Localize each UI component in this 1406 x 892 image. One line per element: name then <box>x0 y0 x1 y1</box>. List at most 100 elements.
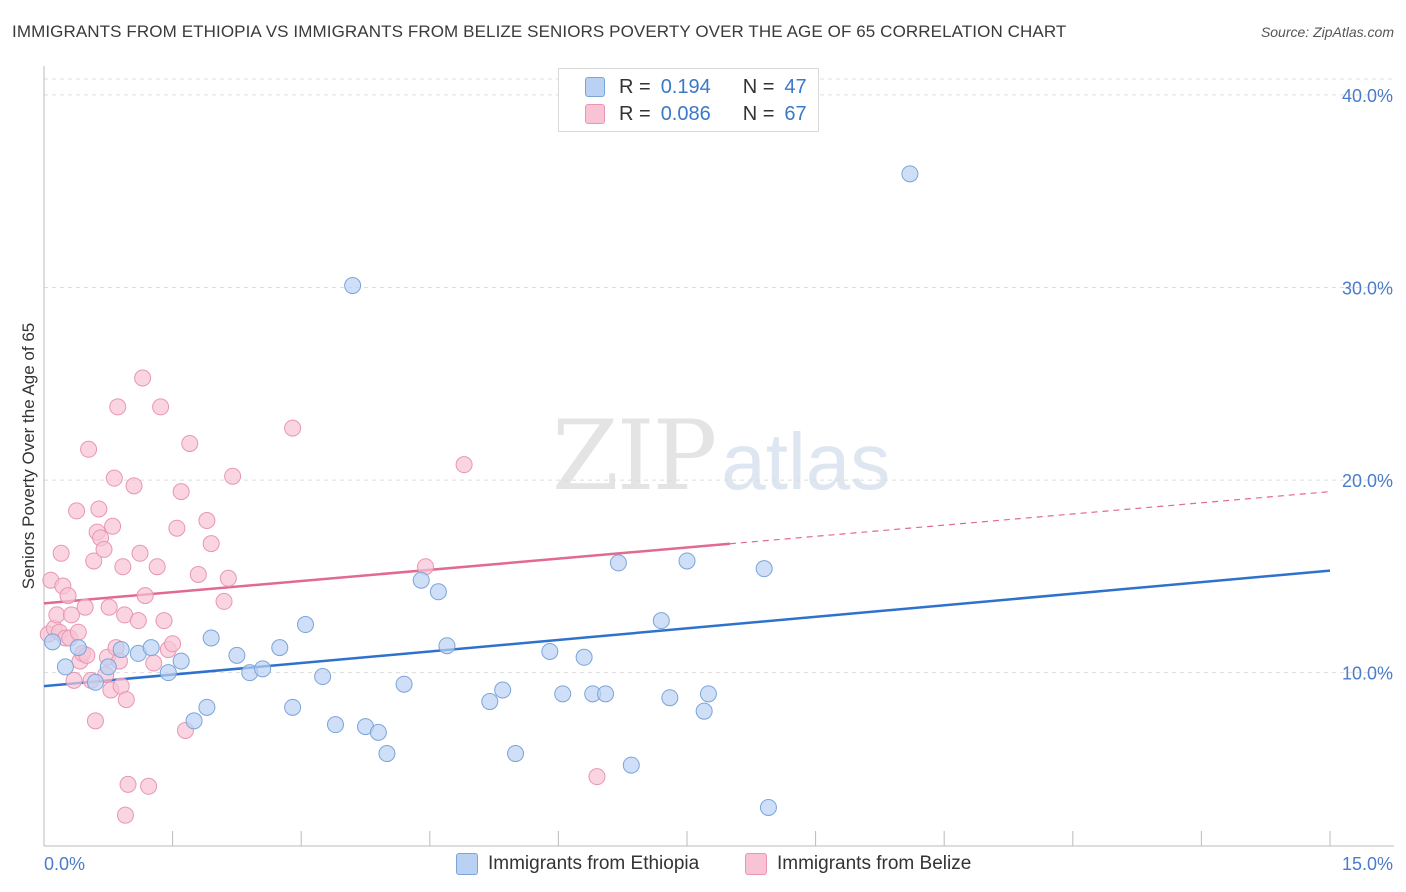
point-belize <box>588 768 606 786</box>
point-ethiopia <box>369 723 387 741</box>
point-ethiopia <box>326 716 344 734</box>
legend-n-value: 67 <box>784 102 807 125</box>
point-ethiopia <box>284 698 302 716</box>
point-belize <box>215 592 233 610</box>
point-belize <box>189 565 207 583</box>
point-belize <box>164 635 182 653</box>
point-ethiopia <box>142 639 160 657</box>
point-ethiopia <box>185 712 203 730</box>
source-label: Source: ZipAtlas.com <box>1260 24 1394 40</box>
legend-r-value: 0.194 <box>660 75 711 98</box>
point-belize <box>69 623 87 641</box>
bottom-legend-ethiopia: Immigrants from Ethiopia <box>456 852 699 876</box>
point-belize <box>202 535 220 553</box>
point-ethiopia <box>609 554 627 572</box>
y-tick-label: 10.0% <box>1342 664 1393 684</box>
bottom-legend-label-ethiopia: Immigrants from Ethiopia <box>488 853 700 874</box>
point-belize <box>198 512 216 530</box>
point-ethiopia <box>56 658 74 676</box>
bottom-legend-swatch-belize <box>745 853 767 875</box>
bottom-legend-swatch-ethiopia <box>456 853 478 875</box>
point-ethiopia <box>172 652 190 670</box>
point-ethiopia <box>99 658 117 676</box>
point-belize <box>117 691 135 709</box>
legend-swatch-ethiopia <box>585 77 605 97</box>
point-ethiopia <box>695 702 713 720</box>
point-ethiopia <box>159 664 177 682</box>
point-belize <box>119 775 137 793</box>
point-ethiopia <box>901 165 919 183</box>
point-belize <box>59 587 77 605</box>
point-belize <box>65 671 83 689</box>
data-points <box>39 165 919 824</box>
point-belize <box>224 467 242 485</box>
point-ethiopia <box>314 668 332 686</box>
legend-r-value: 0.086 <box>660 102 711 125</box>
point-belize <box>104 517 122 535</box>
point-belize <box>129 612 147 630</box>
point-ethiopia <box>678 552 696 570</box>
legend-row-belize: R = 0.086 N = 67 <box>585 101 807 127</box>
trend-line-belize-extension <box>729 491 1331 545</box>
legend-swatch-belize <box>585 104 605 124</box>
point-ethiopia <box>44 633 62 651</box>
point-belize <box>148 558 166 576</box>
point-ethiopia <box>661 689 679 707</box>
y-tick-label: 40.0% <box>1342 86 1393 106</box>
point-belize <box>48 606 66 624</box>
point-belize <box>168 519 186 537</box>
point-ethiopia <box>541 642 559 660</box>
point-ethiopia <box>494 681 512 699</box>
bottom-legend-belize: Immigrants from Belize <box>745 852 971 876</box>
point-belize <box>76 598 94 616</box>
point-ethiopia <box>271 639 289 657</box>
y-axis-title: Seniors Poverty Over the Age of 65 <box>19 323 38 589</box>
point-ethiopia <box>699 685 717 703</box>
point-belize <box>284 419 302 437</box>
point-ethiopia <box>112 641 130 659</box>
point-ethiopia <box>554 685 572 703</box>
legend-n-label: N = <box>742 102 775 125</box>
point-ethiopia <box>759 798 777 816</box>
legend-n-value: 47 <box>784 75 807 98</box>
watermark-atlas: atlas <box>721 417 891 506</box>
point-belize <box>155 612 173 630</box>
watermark-zip: ZIP <box>552 400 717 512</box>
legend-n-label: N = <box>742 75 775 98</box>
point-belize <box>95 540 113 558</box>
point-belize <box>181 434 199 452</box>
point-ethiopia <box>228 646 246 664</box>
point-belize <box>68 502 86 520</box>
point-belize <box>140 777 158 795</box>
point-ethiopia <box>296 616 314 634</box>
trend-line-belize <box>43 542 730 605</box>
point-belize <box>109 398 127 416</box>
point-belize <box>100 598 118 616</box>
point-ethiopia <box>378 745 396 763</box>
point-belize <box>131 544 149 562</box>
y-tick-label: 20.0% <box>1342 471 1393 491</box>
point-ethiopia <box>575 648 593 666</box>
point-ethiopia <box>254 660 272 678</box>
point-belize <box>116 806 134 824</box>
y-tick-label: 30.0% <box>1342 278 1393 298</box>
point-ethiopia <box>202 629 220 647</box>
point-ethiopia <box>412 571 430 589</box>
point-belize <box>52 544 70 562</box>
point-ethiopia <box>597 685 615 703</box>
point-ethiopia <box>622 756 640 774</box>
point-ethiopia <box>481 693 499 711</box>
point-ethiopia <box>395 675 413 693</box>
point-ethiopia <box>755 560 773 578</box>
legend-r-label: R = <box>619 102 651 125</box>
point-belize <box>136 587 154 605</box>
point-ethiopia <box>652 612 670 630</box>
point-belize <box>134 369 152 387</box>
point-belize <box>62 606 80 624</box>
point-belize <box>172 483 190 501</box>
x-tick-label: 0.0% <box>44 854 85 874</box>
x-tick-label: 15.0% <box>1342 854 1393 874</box>
point-belize <box>105 469 123 487</box>
chart-title: IMMIGRANTS FROM ETHIOPIA VS IMMIGRANTS F… <box>12 22 1067 41</box>
